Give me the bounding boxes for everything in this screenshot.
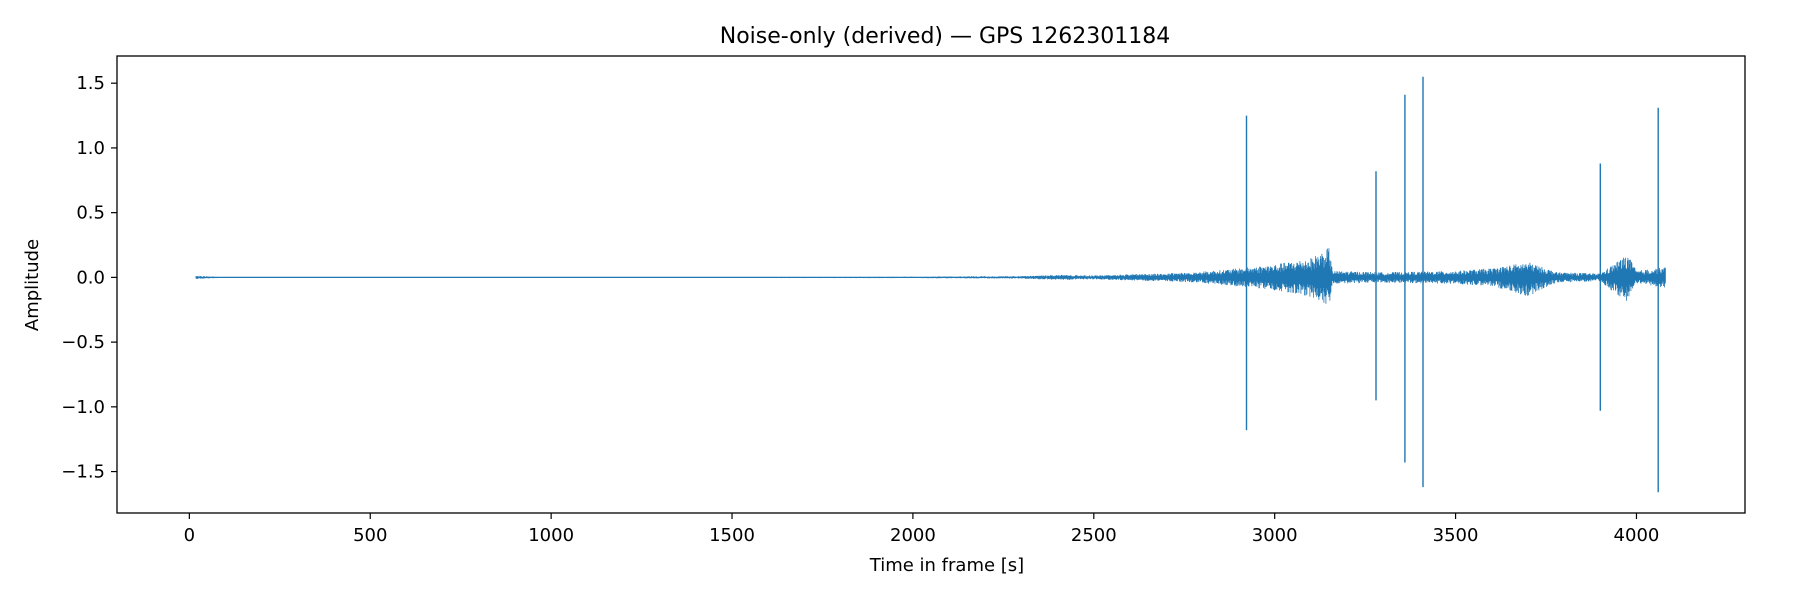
y-tick-label: −0.5	[61, 332, 105, 353]
x-axis-label: Time in frame [s]	[869, 555, 1024, 576]
y-axis: −1.5 −1.0 −0.5 0.0 0.5 1.0 1.5	[61, 73, 117, 483]
y-axis-label: Amplitude	[22, 239, 43, 331]
x-tick-label: 500	[353, 525, 387, 546]
y-tick-label: 1.5	[76, 73, 105, 94]
noise-trace	[195, 248, 1666, 304]
x-axis: 0 500 1000 1500 2000 2500 3000 3500 4000	[184, 513, 1660, 546]
plot-area	[195, 76, 1666, 493]
x-tick-label: 0	[184, 525, 195, 546]
x-tick-label: 3000	[1252, 525, 1298, 546]
x-tick-label: 4000	[1614, 525, 1660, 546]
x-tick-label: 1500	[709, 525, 755, 546]
plot-frame	[116, 55, 1746, 514]
y-tick-label: 0.5	[76, 203, 105, 224]
x-tick-label: 1000	[528, 525, 574, 546]
y-tick-label: 1.0	[76, 138, 105, 159]
y-tick-label: −1.0	[61, 397, 105, 418]
x-tick-label: 2500	[1071, 525, 1117, 546]
x-tick-label: 3500	[1433, 525, 1479, 546]
y-tick-label: 0.0	[76, 267, 105, 288]
x-tick-label: 2000	[890, 525, 936, 546]
y-tick-label: −1.5	[61, 462, 105, 483]
chart-title: Noise-only (derived) — GPS 1262301184	[720, 24, 1170, 49]
